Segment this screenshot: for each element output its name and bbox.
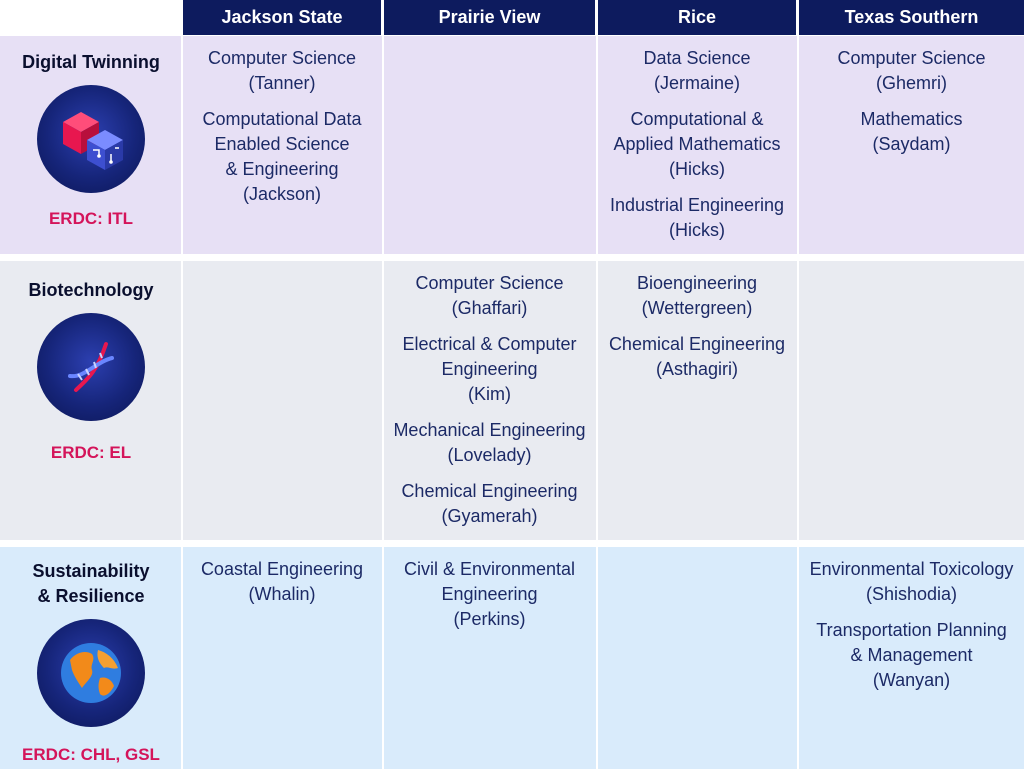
program-line: (Jackson) [242, 184, 322, 204]
program-line: (Wettergreen) [641, 298, 753, 318]
program-line: (Hicks) [669, 220, 725, 240]
program-entry: Transportation Planning & Management (Wa… [816, 618, 1006, 693]
row-band-digital-twinning [0, 36, 1024, 254]
program-entry: Computer Science (Ghaffari) [415, 271, 563, 321]
row-band-sustainability [0, 547, 1024, 769]
row-label-sustainability: Sustainability & Resilience ERDC: CHL, G… [0, 559, 182, 765]
row-label-digital-twinning: Digital Twinning ERDC: ITL [0, 50, 182, 229]
program-line: (Shishodia) [865, 584, 958, 604]
theme-title-line: Sustainability [32, 561, 150, 581]
program-line: Industrial Engineering [609, 195, 785, 215]
program-line: (Tanner) [248, 73, 316, 93]
program-line: Chemical Engineering [608, 334, 786, 354]
program-line: & Management [850, 645, 973, 665]
cell-digital-twinning-jackson-state: Computer Science (Tanner) Computational … [183, 36, 381, 218]
program-entry: Computer Science (Tanner) [208, 46, 356, 96]
erdc-label: ERDC: ITL [48, 209, 134, 228]
program-line: Enabled Science [214, 134, 350, 154]
program-line: (Wanyan) [872, 670, 951, 690]
program-line: Transportation Planning [816, 620, 1007, 640]
cell-sustainability-prairie-view: Civil & Environmental Engineering (Perki… [384, 547, 595, 643]
cell-biotechnology-prairie-view: Computer Science (Ghaffari) Electrical &… [384, 261, 595, 540]
cell-sustainability-jackson-state: Coastal Engineering (Whalin) [183, 547, 381, 618]
globe-icon [37, 619, 145, 727]
theme-title: Digital Twinning [22, 52, 160, 72]
row-label-biotechnology: Biotechnology ERDC: EL [0, 278, 182, 463]
program-line: Environmental Toxicology [809, 559, 1014, 579]
program-line: Computer Science [207, 48, 357, 68]
cell-digital-twinning-rice: Data Science (Jermaine) Computational & … [598, 36, 796, 254]
program-line: Engineering [441, 584, 538, 604]
program-line: Applied Mathematics [613, 134, 781, 154]
program-entry: Civil & Environmental Engineering (Perki… [404, 557, 575, 632]
program-line: (Saydam) [872, 134, 951, 154]
program-line: Electrical & Computer [402, 334, 577, 354]
column-divider [382, 36, 384, 769]
program-line: (Perkins) [453, 609, 526, 629]
column-header-prairie-view: Prairie View [384, 0, 595, 35]
column-header-jackson-state: Jackson State [183, 0, 381, 35]
program-entry: Chemical Engineering (Gyamerah) [401, 479, 577, 529]
erdc-label: ERDC: EL [50, 443, 132, 462]
program-line: (Asthagiri) [655, 359, 738, 379]
program-line: (Kim) [468, 384, 511, 404]
program-line: Engineering [441, 359, 538, 379]
program-line: (Hicks) [669, 159, 725, 179]
theme-title-line: & Resilience [37, 586, 145, 606]
digital-cube-icon [37, 85, 145, 193]
program-line: Computer Science [837, 48, 986, 68]
program-line: & Engineering [225, 159, 339, 179]
program-line: Chemical Engineering [401, 481, 578, 501]
program-line: (Gyamerah) [441, 506, 538, 526]
cell-sustainability-texas-southern: Environmental Toxicology (Shishodia) Tra… [799, 547, 1024, 704]
program-entry: Mechanical Engineering (Lovelady) [393, 418, 585, 468]
program-line: (Lovelady) [447, 445, 532, 465]
program-line: Computational Data [202, 109, 362, 129]
cell-digital-twinning-texas-southern: Computer Science (Ghemri) Mathematics (S… [799, 36, 1024, 168]
program-line: Bioengineering [636, 273, 758, 293]
row-band-biotechnology [0, 261, 1024, 540]
theme-title: Biotechnology [28, 280, 154, 300]
program-entry: Electrical & Computer Engineering (Kim) [402, 332, 576, 407]
program-line: Coastal Engineering [200, 559, 364, 579]
program-entry: Chemical Engineering (Asthagiri) [609, 332, 785, 382]
program-entry: Computer Science (Ghemri) [837, 46, 985, 96]
column-divider [181, 36, 183, 769]
program-entry: Bioengineering (Wettergreen) [637, 271, 757, 321]
program-entry: Industrial Engineering (Hicks) [610, 193, 784, 243]
dna-helix-icon [37, 313, 145, 421]
program-entry: Data Science (Jermaine) [643, 46, 750, 96]
program-line: (Whalin) [248, 584, 316, 604]
program-line: (Ghemri) [875, 73, 947, 93]
program-entry: Computational & Applied Mathematics (Hic… [613, 107, 780, 182]
column-header-texas-southern: Texas Southern [799, 0, 1024, 35]
column-header-rice: Rice [598, 0, 796, 35]
cell-biotechnology-rice: Bioengineering (Wettergreen) Chemical En… [598, 261, 796, 393]
program-line: Computational & [630, 109, 764, 129]
column-divider [797, 36, 799, 769]
program-entry: Coastal Engineering (Whalin) [201, 557, 363, 607]
program-line: Mathematics [860, 109, 963, 129]
program-entry: Mathematics (Saydam) [860, 107, 962, 157]
program-line: (Jermaine) [653, 73, 741, 93]
program-line: Mechanical Engineering [393, 420, 586, 440]
program-entry: Environmental Toxicology (Shishodia) [810, 557, 1014, 607]
program-line: Computer Science [415, 273, 564, 293]
program-entry: Computational Data Enabled Science & Eng… [202, 107, 361, 207]
erdc-label: ERDC: CHL, GSL [22, 745, 160, 764]
program-line: Data Science [643, 48, 751, 68]
column-divider [596, 36, 598, 769]
program-line: (Ghaffari) [451, 298, 528, 318]
program-line: Civil & Environmental [403, 559, 576, 579]
